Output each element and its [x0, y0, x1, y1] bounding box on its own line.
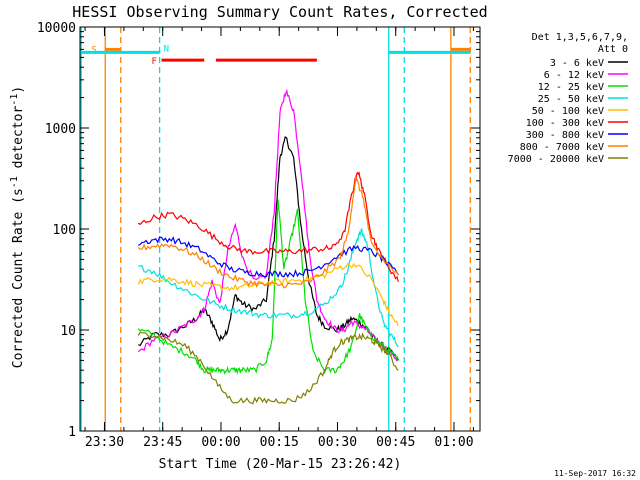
y-tick-label-4: 10000 [37, 21, 76, 36]
legend-header-0: Det 1,3,5,6,7,9, [532, 32, 628, 43]
legend-label-2: 12 - 25 keV [538, 82, 604, 93]
x-tick-label-5: 00:45 [376, 435, 415, 450]
series-line-3 [138, 228, 399, 348]
legend-header-1: Att 0 [598, 44, 628, 55]
y-axis-label-end: ) [11, 86, 26, 94]
x-tick-label-3: 00:15 [260, 435, 299, 450]
x-tick-label-2: 00:00 [201, 435, 240, 450]
legend-label-7: 800 - 7000 keV [520, 142, 604, 153]
y-tick-label-2: 100 [53, 223, 76, 238]
series-line-7 [137, 174, 399, 289]
chart-title: HESSI Observing Summary Count Rates, Cor… [72, 3, 487, 21]
flag-N-label: N [164, 44, 169, 54]
flag-F-label: F [152, 57, 157, 67]
y-axis-label-main: Corrected Count Rate (s [11, 188, 26, 368]
legend-label-3: 25 - 50 keV [538, 94, 604, 105]
y-tick-label-3: 1000 [45, 122, 76, 137]
series-line-2 [137, 199, 399, 375]
legend-label-5: 100 - 300 keV [526, 118, 604, 129]
flag-bars: S NF [81, 44, 471, 67]
attenuator-lines [80, 27, 471, 431]
y-axis-label-sup: -1 [9, 176, 20, 188]
y-tick-label-1: 10 [60, 324, 76, 339]
series-line-5 [137, 171, 399, 282]
series-line-8 [137, 331, 399, 405]
series-line-6 [138, 236, 399, 279]
legend-label-0: 3 - 6 keV [550, 58, 604, 69]
legend-label-6: 300 - 800 keV [526, 130, 604, 141]
legend-label-1: 6 - 12 keV [544, 70, 604, 81]
timestamp: 11-Sep-2017 16:32 [554, 469, 636, 478]
axes: 23:30 23:45 00:00 00:15 00:30 00:45 01:00 1 10 10… [37, 21, 481, 450]
x-axis-label: Start Time (20-Mar-15 23:26:42) [159, 457, 402, 472]
flag-S-label: S [91, 45, 96, 55]
x-tick-label-0: 23:30 [85, 435, 124, 450]
y-axis-label-mid: detector [11, 106, 26, 177]
y-axis-label-sup2: -1 [9, 94, 20, 106]
legend-label-8: 7000 - 20000 keV [508, 154, 604, 165]
series-line-4 [137, 262, 399, 327]
x-tick-label-4: 00:30 [318, 435, 357, 450]
series-lines [137, 88, 399, 405]
legend-label-4: 50 - 100 keV [532, 106, 604, 117]
y-tick-label-0: 1 [68, 425, 76, 440]
x-tick-label-6: 01:00 [434, 435, 473, 450]
x-tick-label-1: 23:45 [143, 435, 182, 450]
y-axis-label: Corrected Count Rate (s-1 detector-1) [9, 86, 26, 368]
series-line-1 [137, 88, 399, 361]
